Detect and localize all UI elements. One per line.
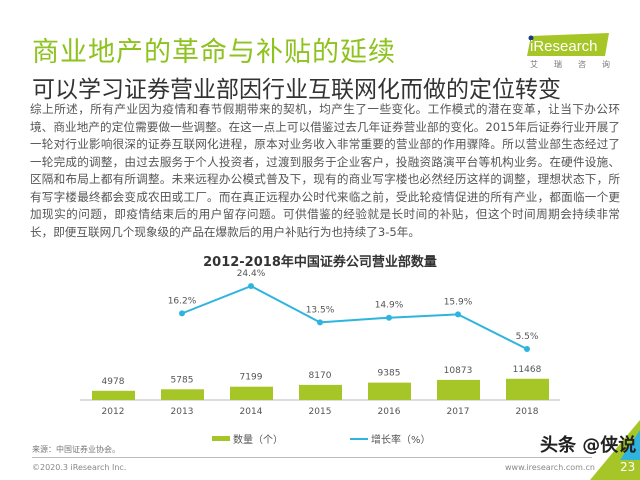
line-point-2015 [317, 319, 323, 326]
page-number: 23 [620, 460, 636, 474]
svg-text:iResearch: iResearch [530, 38, 598, 55]
line-point-2017 [455, 311, 461, 318]
copyright: ©2020.3 iResearch Inc. [32, 463, 127, 472]
bar-label: 9385 [378, 369, 401, 379]
line-point-2014 [248, 283, 254, 290]
bar-2015 [299, 384, 342, 400]
bar-2017 [437, 379, 480, 400]
x-tick-label: 2014 [240, 407, 263, 417]
legend-bar: 数量（个） [212, 431, 283, 446]
logo-sub-char: 询 [602, 60, 610, 69]
bar-label: 10873 [444, 366, 473, 376]
body-paragraph: 综上所述，所有产业因为疫情和春节假期带来的契机，均产生了一些变化。工作模式的潜在… [30, 102, 620, 239]
line-label: 16.2% [168, 296, 197, 306]
footer-divider [32, 457, 592, 458]
x-tick-label: 2013 [171, 407, 194, 417]
bar-label: 8170 [309, 371, 332, 381]
website-link[interactable]: www.iresearch.com.cn [505, 463, 595, 472]
corner-decoration [590, 420, 640, 480]
legend-label: 数量（个） [233, 435, 283, 446]
legend-label: 增长率（%） [371, 435, 431, 446]
bar-label: 4978 [102, 377, 125, 387]
bar-label: 11468 [513, 365, 542, 375]
bar-2016 [368, 382, 411, 400]
legend-line-swatch [350, 437, 368, 440]
bar-label: 7199 [240, 373, 263, 383]
logo-sub-char: 瑞 [554, 60, 562, 69]
page-subtitle: 可以学习证券营业部因行业互联网化而做的定位转变 [32, 77, 561, 103]
logo-sub-char: 咨 [578, 60, 586, 69]
x-tick-label: 2017 [447, 407, 470, 417]
line-point-2013 [179, 310, 185, 317]
chart-title: 2012-2018年中国证券公司营业部数量 [203, 254, 437, 270]
iresearch-logo: iResearch [527, 33, 609, 56]
growth-line [181, 284, 528, 350]
x-tick-label: 2015 [309, 407, 332, 417]
page-title: 商业地产的革命与补贴的延续 [32, 37, 396, 68]
line-label: 5.5% [516, 332, 539, 342]
bar-label: 5785 [171, 375, 194, 385]
x-tick-label: 2018 [516, 407, 539, 417]
line-label: 24.4% [237, 269, 266, 279]
watermark: 头条 @侠说 [540, 435, 637, 456]
bar-2014 [230, 386, 273, 400]
legend-bar-swatch [212, 436, 230, 441]
bar-2013 [161, 389, 204, 400]
logo-subtitle: 艾 瑞 咨 询 [530, 59, 610, 70]
line-label: 14.9% [375, 301, 404, 311]
line-label: 15.9% [444, 297, 473, 307]
line-label: 13.5% [306, 305, 335, 315]
legend-line: 增长率（%） [350, 431, 431, 446]
bar-2018 [506, 378, 549, 400]
chart: 2012-2018年中国证券公司营业部数量 4978 2012 5785 2013 71… [80, 254, 560, 417]
source-note: 来源：中国证券业协会。 [32, 445, 120, 454]
bar-2012 [92, 390, 135, 400]
line-point-2016 [386, 314, 392, 321]
x-tick-label: 2012 [102, 407, 125, 417]
line-point-2018 [524, 346, 530, 352]
logo-sub-char: 艾 [530, 60, 538, 69]
x-tick-label: 2016 [378, 407, 401, 417]
